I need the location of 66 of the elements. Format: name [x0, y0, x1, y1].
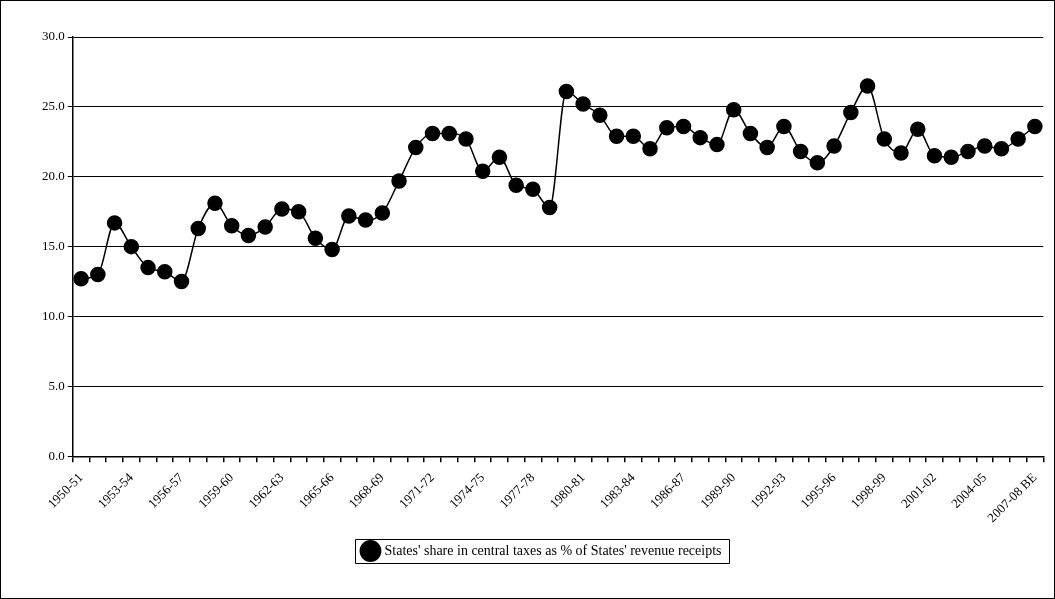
point	[525, 181, 541, 198]
point	[357, 212, 374, 228]
point	[207, 195, 223, 212]
point	[123, 238, 140, 255]
y-tick-label: 0.0	[48, 447, 65, 463]
point	[910, 121, 926, 137]
point	[876, 131, 893, 147]
point	[290, 203, 307, 220]
point	[408, 139, 424, 156]
point	[491, 149, 508, 165]
point	[575, 96, 591, 112]
point	[90, 266, 106, 283]
y-tick-label: 10.0	[42, 307, 65, 323]
point	[592, 107, 608, 124]
point	[943, 149, 959, 165]
point	[776, 118, 792, 135]
point	[709, 136, 725, 153]
y-tick-label: 5.0	[48, 377, 65, 393]
point	[826, 138, 842, 154]
point	[274, 201, 290, 217]
point	[441, 125, 457, 142]
point	[1027, 118, 1043, 135]
point	[324, 241, 340, 258]
point	[692, 129, 708, 146]
point	[725, 101, 742, 118]
point	[659, 120, 675, 136]
point	[759, 139, 775, 156]
point	[742, 125, 759, 142]
point	[106, 215, 123, 231]
y-tick-label: 20.0	[42, 168, 65, 184]
point	[190, 220, 206, 237]
point	[642, 141, 658, 157]
point	[993, 141, 1010, 157]
point	[809, 155, 826, 171]
point	[859, 78, 876, 94]
point	[307, 230, 324, 247]
point	[73, 271, 89, 287]
y-tick-label: 30.0	[42, 28, 65, 44]
point	[608, 128, 625, 144]
y-tick-label: 15.0	[42, 238, 65, 254]
point	[458, 131, 474, 147]
point	[792, 143, 809, 160]
point	[843, 104, 859, 121]
point	[374, 205, 391, 221]
point	[474, 163, 491, 179]
point	[1010, 131, 1026, 147]
point	[157, 264, 173, 280]
y-tick-label: 25.0	[42, 98, 65, 114]
point	[960, 143, 976, 160]
point	[558, 83, 575, 100]
point	[424, 125, 441, 142]
point	[391, 173, 407, 189]
point	[508, 177, 524, 193]
point	[257, 219, 273, 235]
point	[173, 273, 190, 290]
point	[223, 217, 240, 234]
point	[675, 118, 692, 135]
point	[541, 199, 558, 216]
point	[140, 259, 156, 276]
point	[976, 138, 993, 154]
legend-label: States' share in central taxes as % of States' revenue receipts	[384, 542, 722, 558]
point	[341, 208, 357, 224]
point	[926, 148, 943, 164]
point	[625, 128, 642, 144]
point	[240, 227, 257, 244]
point	[893, 145, 909, 161]
